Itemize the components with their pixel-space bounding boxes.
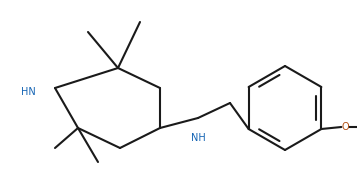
Text: HN: HN <box>21 87 36 97</box>
Text: O: O <box>342 122 349 132</box>
Text: NH: NH <box>191 133 205 143</box>
